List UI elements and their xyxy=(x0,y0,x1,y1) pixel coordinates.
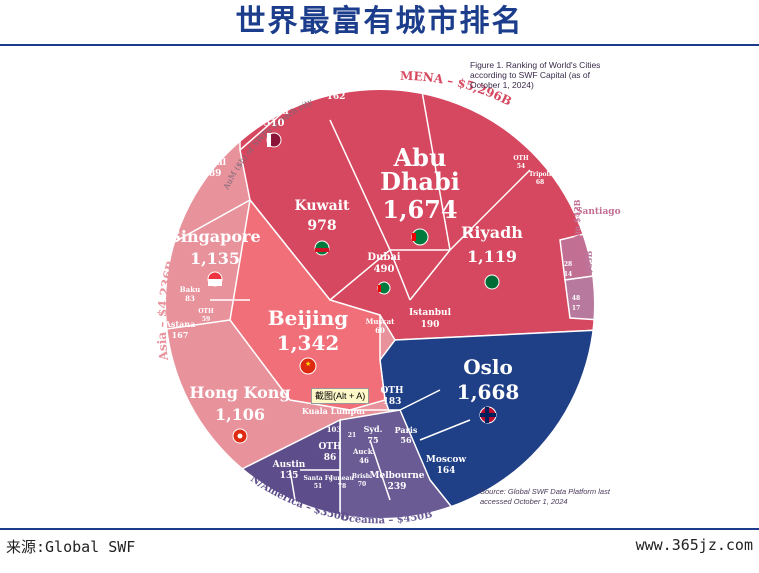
city-value-singapore: 1,135 xyxy=(190,249,240,268)
city-name-santa-fe: Santa Fe xyxy=(303,475,332,482)
city-value-muscat: 60 xyxy=(375,326,385,335)
city-value-abu-dhabi: 1,674 xyxy=(382,195,457,224)
city-value-dubai: 490 xyxy=(374,264,395,275)
bottom-divider xyxy=(0,528,759,530)
city-name-tehran: Tehran xyxy=(318,81,354,91)
city-name-baku: Baku xyxy=(180,285,200,294)
figure-caption: Figure 1. Ranking of World's Cities acco… xyxy=(470,60,601,90)
city-value-istanbul: 190 xyxy=(421,320,440,330)
city-value-oth-oceania: 21 xyxy=(348,432,356,439)
singapore-flag-icon xyxy=(207,271,223,287)
city-value-oth-mena: 54 xyxy=(517,163,525,170)
city-value-santiago: 28 xyxy=(564,261,572,268)
city-name-seoul: Seoul xyxy=(198,158,227,168)
city-name-sydney: Syd. xyxy=(364,424,383,434)
qatar-flag-icon xyxy=(266,132,282,148)
city-value-santa-fe: 51 xyxy=(314,483,322,490)
cell-beijing xyxy=(229,198,386,411)
ssafrica-label: SS Africa $65B xyxy=(584,251,594,318)
uae-flag-icon-dubai xyxy=(377,281,391,295)
source-note: Source: Global SWF Data Platform last ac… xyxy=(480,487,610,506)
city-value-oth-latam: 14 xyxy=(564,271,572,278)
city-value-oth-asia: 59 xyxy=(202,316,210,323)
city-name-muscat: Muscat xyxy=(366,317,396,326)
city-value-riyadh: 1,119 xyxy=(467,247,517,266)
city-value-tripoli: 68 xyxy=(536,179,544,186)
city-value-juneau: 78 xyxy=(338,483,346,490)
city-value-oth-europe: 183 xyxy=(383,397,402,407)
city-value-oth-namerica: 86 xyxy=(324,453,337,463)
city-value-tehran: 162 xyxy=(327,92,346,102)
city-value-auckland: 46 xyxy=(359,456,369,465)
china-flag-icon: ★ xyxy=(299,357,317,375)
city-value-melbourne: 239 xyxy=(388,482,407,492)
city-name-oth-asia: OTH xyxy=(198,308,214,315)
hongkong-flag-icon xyxy=(232,428,248,444)
city-name-beijing: Beijing xyxy=(268,306,349,330)
city-name-tripoli: Tripoli xyxy=(529,171,552,178)
kuwait-flag-icon xyxy=(314,240,330,256)
city-name-moscow: Moscow xyxy=(426,455,467,465)
norway-flag-icon xyxy=(479,406,497,424)
city-value-beijing: 1,342 xyxy=(277,331,340,355)
city-value-doha: 510 xyxy=(264,118,285,129)
city-value-oslo: 1,668 xyxy=(457,380,520,404)
city-name-oth-namerica: OTH xyxy=(318,442,342,452)
city-name-dubai: Dubai xyxy=(367,252,400,263)
city-name-melbourne: Melbourne xyxy=(370,471,425,481)
city-name-istanbul: Istanbul xyxy=(409,308,452,318)
city-name-riyadh: Riyadh xyxy=(461,223,523,242)
city-value-astana: 167 xyxy=(172,330,189,340)
voronoi-chart: AuM ($b) of SWFs in each city MENA – $5,… xyxy=(155,69,621,526)
city-name-doha: Doha xyxy=(259,106,289,117)
city-name-austin: Austin xyxy=(272,460,306,470)
city-name-paris: Paris xyxy=(395,425,418,435)
city-name-brisbane: Brisb. xyxy=(352,473,372,480)
city-name-astana: Astana xyxy=(164,319,196,329)
uae-flag-icon xyxy=(411,228,429,246)
city-value-oth-africa: 17 xyxy=(572,305,580,312)
city-value-sydney: 75 xyxy=(367,435,378,445)
city-value-moscow: 164 xyxy=(437,466,456,476)
screenshot-tooltip: 截图(Alt + A) xyxy=(311,388,370,404)
source-credit: 来源:Global SWF xyxy=(6,538,136,556)
site-link[interactable]: www.365jz.com xyxy=(635,536,753,554)
page-title: 世界最富有城市排名 xyxy=(235,4,524,39)
city-name-oth-mena: OTH xyxy=(513,155,529,162)
saudi-flag-icon xyxy=(484,274,500,290)
region-ssafrica xyxy=(564,274,595,321)
svg-text:★: ★ xyxy=(305,360,311,368)
santiago-label: Santiago xyxy=(576,207,621,217)
city-name-kuwait: Kuwait xyxy=(295,198,350,214)
city-name-oth-europe: OTH xyxy=(380,386,404,396)
city-value-austin: 135 xyxy=(280,471,299,481)
top-divider xyxy=(0,44,759,46)
city-name-singapore: Singapore xyxy=(169,227,260,246)
city-name-oslo: Oslo xyxy=(463,355,513,379)
city-name-auckland: Auck. xyxy=(352,447,375,456)
city-name-abu-dhabi-1: Abu xyxy=(393,143,447,172)
city-value-paris: 56 xyxy=(400,435,412,445)
city-name-kuala-lumpur: Kuala Lumpur xyxy=(302,406,367,416)
city-value-addis-ababa: 48 xyxy=(572,295,580,302)
city-value-brisbane: 70 xyxy=(358,481,366,488)
city-value-kuwait: 978 xyxy=(307,218,336,234)
city-value-seoul: 189 xyxy=(203,169,222,179)
city-value-kuala-lumpur: 103 xyxy=(327,425,342,434)
city-name-juneau: Juneau xyxy=(329,475,354,482)
city-value-hong-kong: 1,106 xyxy=(215,405,265,424)
city-value-baku: 83 xyxy=(185,294,195,303)
city-name-hong-kong: Hong Kong xyxy=(189,383,290,402)
latam-label: LatAm $42B xyxy=(572,199,582,255)
city-name-abu-dhabi-2: Dhabi xyxy=(380,167,460,196)
